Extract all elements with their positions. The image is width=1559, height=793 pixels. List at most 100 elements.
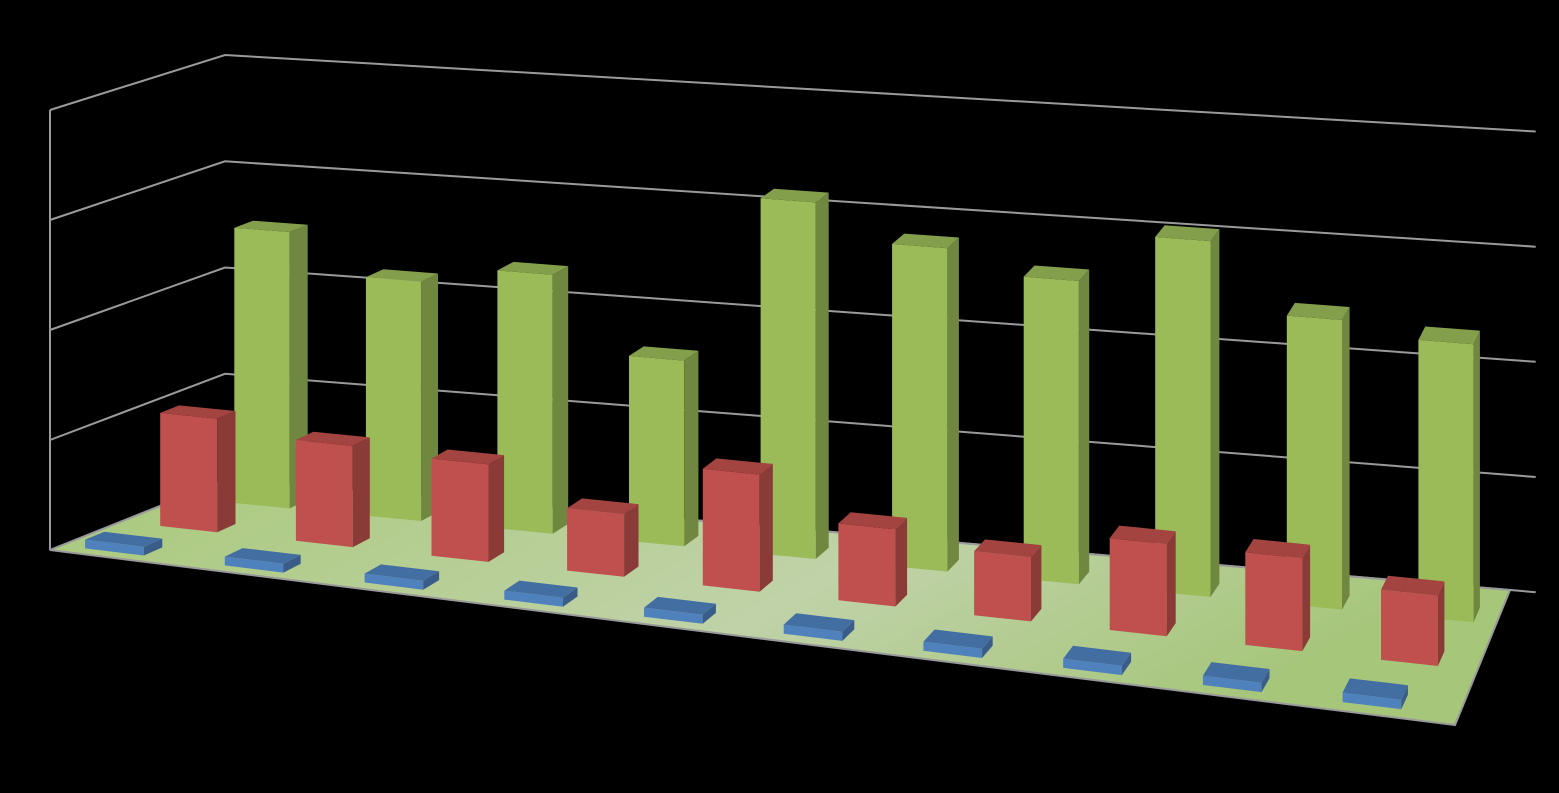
bar-side xyxy=(352,437,370,548)
bar-side xyxy=(1121,652,1132,676)
bar-side xyxy=(1078,269,1090,585)
bar-front xyxy=(1381,589,1438,666)
bar xyxy=(85,531,163,556)
bar xyxy=(295,431,370,548)
bar xyxy=(1418,326,1480,623)
bar-side xyxy=(1342,307,1350,610)
bar-front xyxy=(629,355,685,547)
bar xyxy=(1381,575,1445,666)
bar-front xyxy=(974,551,1031,622)
bar-side xyxy=(217,411,236,533)
bar-top xyxy=(431,449,505,465)
bar-top xyxy=(1342,678,1408,700)
bar-top xyxy=(85,531,163,547)
bar xyxy=(760,188,829,560)
bar xyxy=(1342,678,1408,710)
bar-side xyxy=(423,571,440,590)
bar-side xyxy=(1302,544,1311,652)
bar xyxy=(1202,662,1270,693)
bar xyxy=(1063,645,1132,676)
bar-top xyxy=(892,233,959,249)
bar-front xyxy=(160,412,218,533)
bar-side xyxy=(815,192,829,559)
bar xyxy=(892,233,959,572)
bar xyxy=(234,220,308,509)
bar-top xyxy=(364,564,440,581)
bar xyxy=(160,405,236,533)
bar-front xyxy=(504,590,563,607)
bar-side xyxy=(947,237,959,572)
bar-top xyxy=(295,431,370,446)
bar-top xyxy=(365,269,438,282)
bar-front xyxy=(85,539,144,556)
bar-front xyxy=(1023,276,1079,585)
bar-side xyxy=(1166,531,1176,637)
bar-front xyxy=(702,468,760,592)
bar-top xyxy=(1063,645,1132,666)
bar-side xyxy=(283,554,301,573)
bar-front xyxy=(1286,315,1342,610)
bar-side xyxy=(563,587,578,607)
bar xyxy=(431,449,505,562)
bar-side xyxy=(1401,685,1408,710)
bar-top xyxy=(644,596,716,615)
bar-top xyxy=(1418,326,1480,345)
bar-front xyxy=(644,607,703,624)
bar xyxy=(364,564,440,590)
bar-side xyxy=(1261,669,1270,693)
bar-front xyxy=(1418,339,1474,623)
bar xyxy=(974,539,1042,622)
bar xyxy=(644,596,716,624)
bar-front xyxy=(1342,692,1402,710)
bar-front xyxy=(234,227,290,509)
bar-top xyxy=(160,405,236,419)
bar-front xyxy=(892,243,948,572)
bar xyxy=(702,458,773,592)
bar xyxy=(497,261,569,534)
bar-front xyxy=(760,198,816,560)
bar-front xyxy=(783,624,843,641)
bar-front xyxy=(923,641,983,658)
bar-top xyxy=(1381,575,1445,596)
bar-side xyxy=(759,463,773,592)
bar-top xyxy=(760,188,829,203)
bar xyxy=(1023,265,1090,585)
bar-top xyxy=(1245,539,1311,559)
grid-line xyxy=(49,372,1536,478)
bar xyxy=(923,629,993,658)
bar-front xyxy=(567,508,625,577)
bar-side xyxy=(842,620,855,641)
bar-top xyxy=(497,261,569,275)
bar xyxy=(783,613,855,641)
bar-front xyxy=(838,523,896,607)
bar-front xyxy=(497,270,553,534)
bar-top xyxy=(504,580,578,598)
bar-top xyxy=(702,458,773,475)
bar-front xyxy=(1155,236,1211,597)
bar xyxy=(224,548,301,573)
bar-side xyxy=(488,455,505,562)
bar-front xyxy=(431,458,489,562)
bar-top xyxy=(567,498,639,515)
bar-side xyxy=(552,266,569,534)
grid-line xyxy=(49,53,1536,133)
bar-front xyxy=(365,277,422,521)
bar xyxy=(1286,302,1350,610)
bar-top xyxy=(923,629,993,649)
grid-line xyxy=(49,160,1536,248)
bar-top xyxy=(1155,225,1220,242)
bar-top xyxy=(1202,662,1270,683)
bar-top xyxy=(1109,525,1176,545)
bar xyxy=(365,269,438,521)
bar xyxy=(1245,539,1311,652)
bar-side xyxy=(624,504,639,577)
bar-top xyxy=(224,548,301,564)
bar-top xyxy=(1023,265,1090,281)
bar-side xyxy=(143,538,163,556)
bar-side xyxy=(1031,545,1042,622)
bar-top xyxy=(974,539,1042,558)
bar-top xyxy=(783,613,855,632)
bar xyxy=(1155,225,1220,597)
bar-top xyxy=(1286,302,1350,320)
